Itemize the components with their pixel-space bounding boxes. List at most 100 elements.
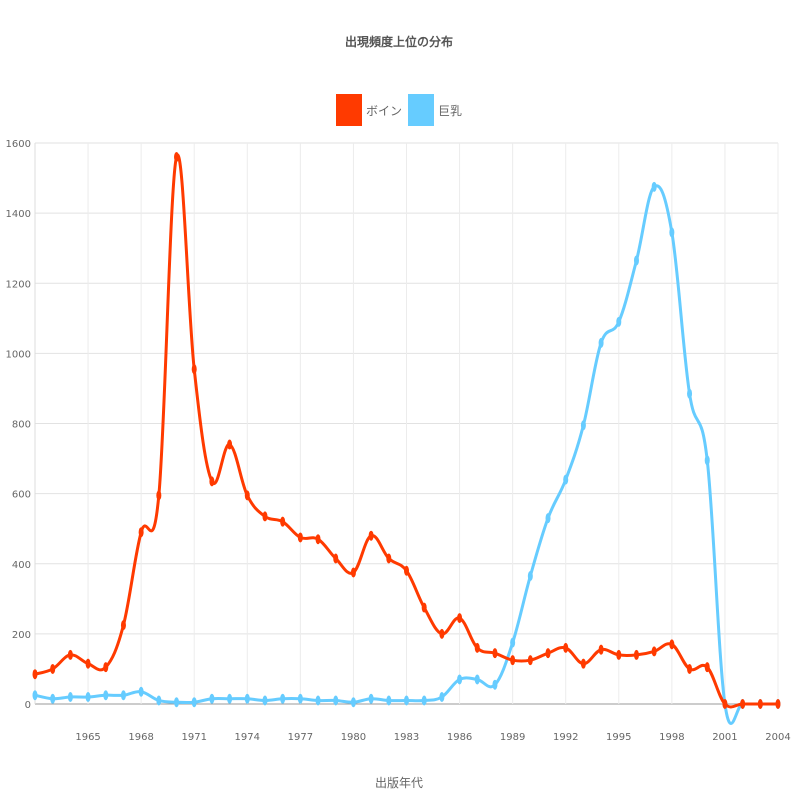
data-point-1 [138,686,144,697]
data-point-0 [687,663,693,674]
data-point-1 [174,697,180,708]
data-point-1 [350,697,356,708]
data-point-0 [280,516,286,527]
data-point-0 [333,553,339,564]
legend-item-1[interactable]: 巨乳 [408,94,462,126]
x-tick-label: 1998 [659,732,684,743]
data-point-1 [209,693,215,704]
data-point-0 [580,658,586,669]
data-point-1 [704,455,710,466]
data-point-1 [103,690,109,701]
series-line-0 [33,153,780,709]
x-tick-label: 1968 [128,732,153,743]
data-point-1 [315,695,321,706]
x-tick-label: 1995 [606,732,631,743]
data-point-0 [120,620,126,631]
data-point-0 [722,699,728,709]
data-point-1 [669,227,675,238]
data-point-0 [457,613,463,624]
data-point-0 [315,534,321,545]
data-point-1 [545,513,551,524]
y-tick-label: 1200 [6,279,31,290]
data-point-0 [368,530,374,541]
data-point-1 [687,388,693,399]
data-point-0 [527,655,533,666]
data-point-1 [156,695,162,706]
data-point-0 [545,648,551,659]
data-point-0 [704,662,710,673]
data-point-1 [333,695,339,706]
data-point-1 [492,679,498,690]
data-point-0 [757,699,763,709]
data-point-0 [262,511,268,522]
data-point-0 [651,646,657,657]
x-tick-label: 2004 [765,732,790,743]
data-point-1 [563,474,569,485]
data-point-0 [103,662,109,673]
data-point-0 [50,663,56,674]
data-point-1 [633,255,639,266]
x-tick-label: 1977 [288,732,313,743]
data-point-0 [227,439,233,450]
data-point-0 [191,364,197,375]
y-tick-label: 1600 [6,139,31,150]
y-tick-label: 400 [12,560,31,571]
data-point-0 [633,649,639,660]
data-point-0 [138,527,144,538]
data-point-1 [120,690,126,701]
data-point-0 [740,699,746,709]
data-point-0 [386,553,392,564]
data-point-1 [368,693,374,704]
data-point-0 [439,628,445,639]
x-axis-label: 出版年代 [374,776,423,790]
legend: ボイン 巨乳 [0,94,798,126]
data-point-1 [32,690,38,701]
data-point-1 [421,695,427,706]
legend-item-0[interactable]: ボイン [335,94,402,126]
x-tick-label: 1986 [447,732,472,743]
data-point-1 [439,691,445,702]
data-point-0 [598,644,604,655]
x-tick-label: 1974 [235,732,260,743]
x-tick-label: 2001 [712,732,737,743]
data-point-1 [474,674,480,685]
data-point-1 [616,316,622,327]
data-point-1 [50,693,56,704]
chart-title: 出現頻度上位の分布 [344,35,453,49]
data-point-0 [67,649,73,660]
data-point-1 [85,691,91,702]
data-point-0 [209,476,215,487]
data-point-1 [404,695,409,706]
data-point-0 [510,655,516,666]
data-point-0 [32,669,38,680]
data-point-1 [244,693,250,704]
data-point-0 [669,639,675,650]
data-point-0 [156,490,162,501]
y-tick-label: 600 [12,490,31,501]
legend-swatch-0 [335,94,362,126]
data-point-1 [262,695,268,706]
x-tick-label: 1971 [181,732,206,743]
data-point-0 [350,567,356,578]
data-point-0 [474,642,480,653]
data-point-1 [191,697,197,708]
data-point-0 [85,658,91,669]
y-tick-label: 0 [25,700,31,711]
data-point-0 [563,642,569,653]
data-point-0 [404,565,409,576]
data-point-1 [280,693,286,704]
legend-label-0: ボイン [365,103,402,118]
data-point-1 [651,181,657,192]
data-point-0 [421,602,427,613]
data-point-0 [174,152,180,163]
y-tick-label: 200 [12,630,31,641]
data-point-1 [227,693,233,704]
x-tick-label: 1965 [75,732,100,743]
data-point-1 [598,337,604,348]
data-point-1 [386,695,392,706]
data-point-1 [527,571,533,582]
x-tick-label: 1992 [553,732,578,743]
x-tick-label: 1983 [394,732,419,743]
